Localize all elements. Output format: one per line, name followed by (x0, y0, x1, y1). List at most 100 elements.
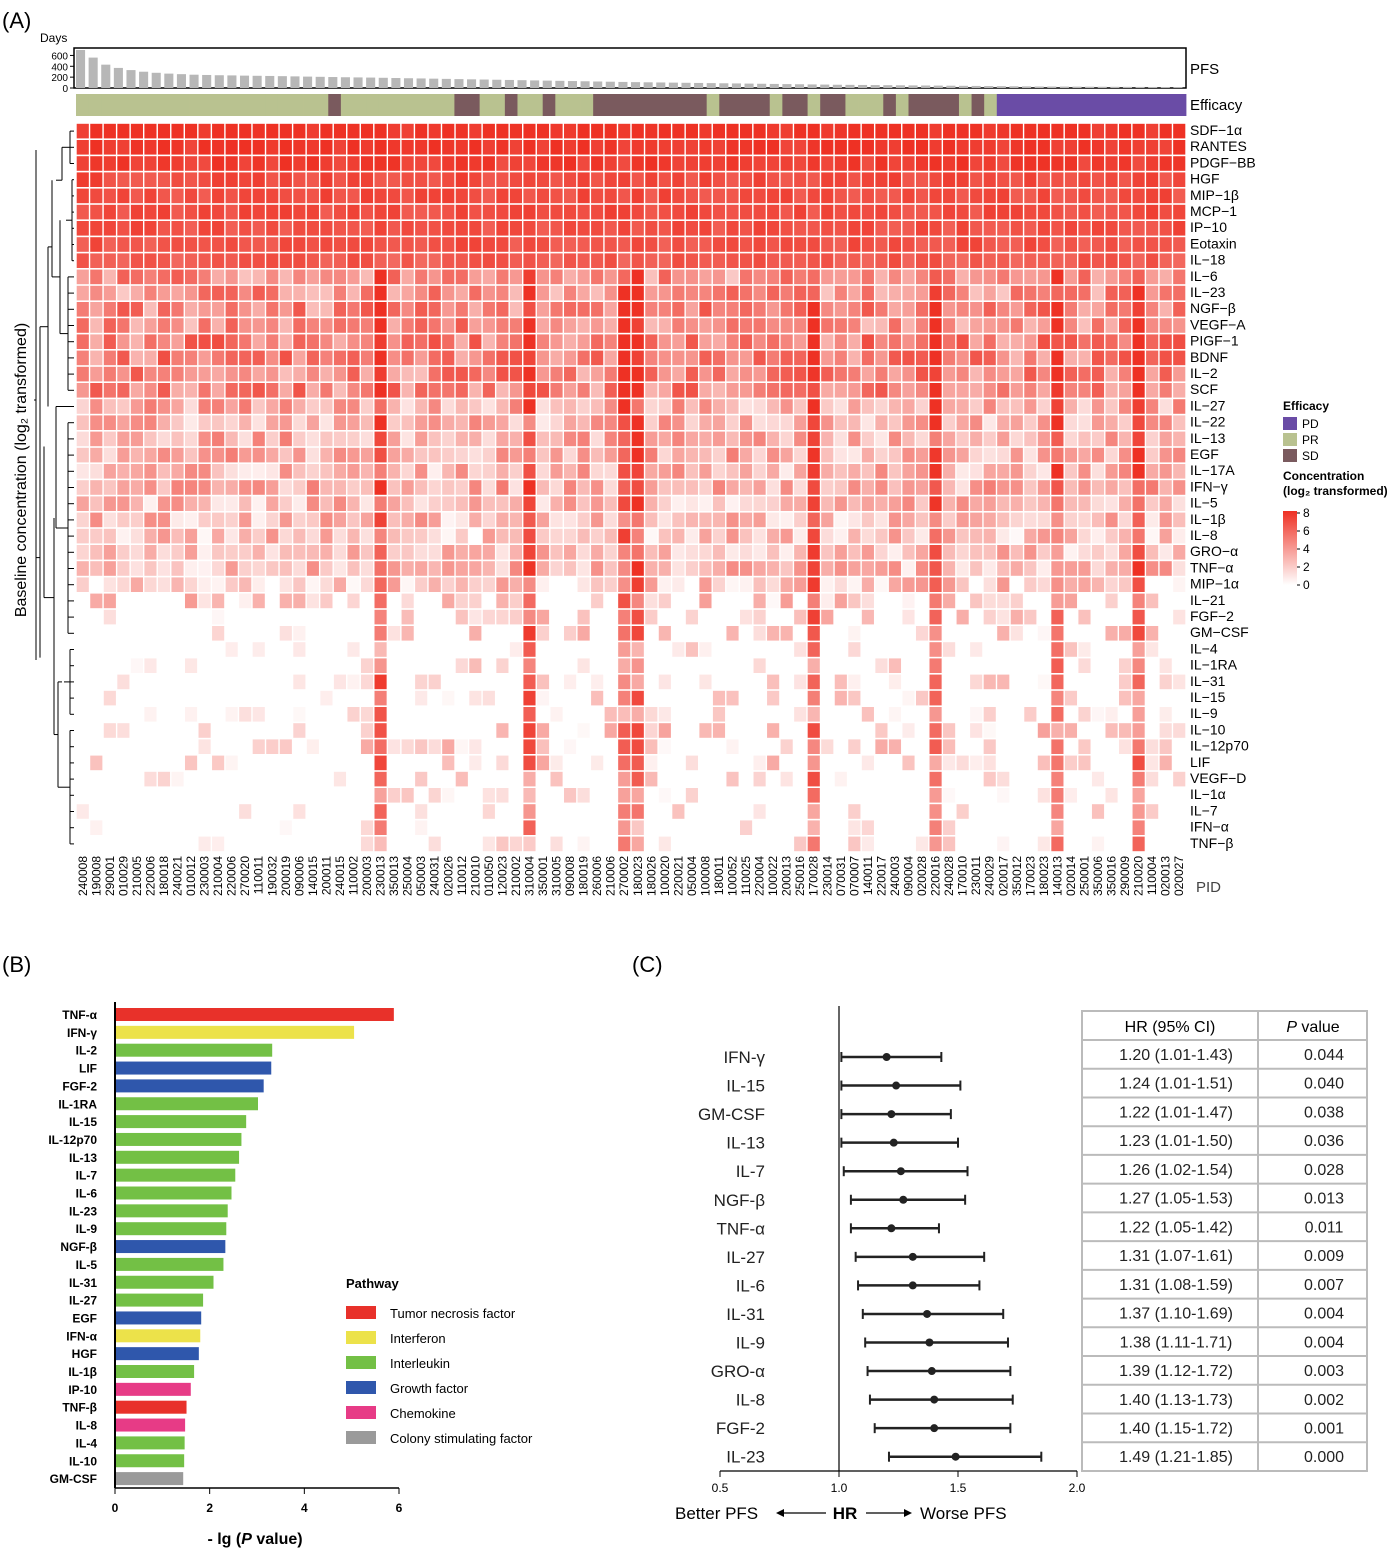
heatmap-cell (523, 820, 536, 835)
pid-label: 200003 (360, 856, 374, 896)
heatmap-cell (130, 431, 143, 447)
heatmap-cell (157, 577, 171, 592)
heatmap-cell (306, 123, 319, 139)
heatmap-cell (1037, 318, 1050, 333)
heatmap-cell (509, 366, 523, 382)
heatmap-cell (469, 577, 482, 592)
heatmap-cell (767, 464, 780, 479)
heatmap-cell (415, 431, 428, 447)
heatmap-cell (861, 545, 874, 560)
heatmap-cell (171, 253, 184, 268)
heatmap-cell (171, 204, 184, 220)
heatmap-cell (577, 512, 590, 528)
heatmap-cell (76, 204, 89, 220)
heatmap-cell (685, 399, 698, 414)
heatmap-cell (631, 366, 644, 382)
heatmap-cell (130, 366, 143, 382)
heatmap-cell (401, 739, 414, 754)
bar-category-label: IL-5 (76, 1258, 98, 1272)
heatmap-cell (266, 739, 279, 754)
heatmap-cell (347, 545, 360, 560)
heatmap-cell (374, 804, 387, 819)
hr-caption: HR (833, 1504, 858, 1523)
heatmap-cell (1024, 480, 1037, 495)
heatmap-cell (821, 383, 834, 398)
heatmap-cell (699, 431, 712, 447)
pfs-bar (769, 83, 779, 88)
heatmap-cell (144, 140, 157, 155)
heatmap-cell (848, 123, 861, 139)
heatmap-cell (279, 318, 292, 333)
heatmap-cell (753, 156, 766, 171)
heatmap-cell (320, 156, 333, 171)
heatmap-cell (184, 415, 198, 430)
efficacy-legend-label: PD (1302, 417, 1319, 431)
heatmap-row-label: IL−22 (1190, 414, 1226, 430)
heatmap-cell (658, 188, 671, 204)
heatmap-cell (753, 545, 766, 560)
heatmap-cell (428, 188, 441, 204)
heatmap-cell (1173, 545, 1186, 560)
heatmap-cell (997, 237, 1010, 252)
heatmap-cell (658, 836, 671, 852)
pfs-bar (1034, 86, 1044, 88)
heatmap-cell (658, 302, 671, 317)
heatmap-cell (550, 528, 563, 544)
heatmap-cell (509, 285, 523, 301)
heatmap-cell (279, 577, 292, 592)
heatmap-cell (834, 561, 847, 576)
heatmap-cell (739, 447, 753, 463)
heatmap-cell (794, 496, 807, 511)
heatmap-cell (279, 496, 292, 511)
heatmap-cell (347, 383, 360, 398)
heatmap-cell (658, 156, 671, 171)
heatmap-cell (943, 447, 956, 463)
heatmap-cell (712, 156, 726, 171)
heatmap-cell (401, 447, 414, 463)
heatmap-cell (239, 253, 252, 268)
pfs-bar (151, 72, 161, 88)
heatmap-cell (306, 512, 319, 528)
heatmap-cell (807, 755, 820, 771)
heatmap-cell (564, 269, 577, 285)
heatmap-cell (90, 399, 103, 414)
heatmap-cell (1146, 172, 1159, 187)
heatmap-cell (929, 334, 942, 349)
heatmap-cell (739, 528, 753, 544)
heatmap-cell (496, 172, 509, 187)
heatmap-cell (1159, 123, 1172, 139)
heatmap-cell (523, 593, 536, 609)
heatmap-cell (374, 415, 387, 430)
heatmap-cell (631, 512, 644, 528)
heatmap-cell (523, 723, 536, 738)
heatmap-cell (171, 415, 184, 430)
heatmap-cell (469, 221, 482, 236)
heatmap-cell (591, 561, 604, 576)
heatmap-cell (658, 269, 671, 285)
heatmap-cell (767, 123, 780, 139)
heatmap-cell (739, 269, 753, 285)
heatmap-cell (1173, 269, 1186, 285)
heatmap-cell (1024, 123, 1037, 139)
heatmap-cell (279, 593, 292, 609)
heatmap-cell (320, 253, 333, 268)
heatmap-cell (943, 399, 956, 414)
heatmap-cell (915, 464, 929, 479)
heatmap-cell (1105, 512, 1118, 528)
heatmap-cell (90, 285, 103, 301)
heatmap-cell (807, 399, 820, 414)
heatmap-cell (604, 156, 617, 171)
heatmap-cell (333, 399, 347, 414)
heatmap-cell (699, 415, 712, 430)
heatmap-cell (699, 496, 712, 511)
heatmap-cell (604, 366, 617, 382)
heatmap-cell (1105, 399, 1118, 414)
heatmap-cell (130, 204, 143, 220)
pathway-legend: Tumor necrosis factorInterferonInterleuk… (346, 1306, 533, 1446)
heatmap-cell (672, 204, 685, 220)
heatmap-cell (401, 156, 414, 171)
heatmap-cell (144, 221, 157, 236)
heatmap-cell (1051, 480, 1064, 495)
heatmap-cell (1091, 140, 1105, 155)
heatmap-cell (388, 172, 401, 187)
